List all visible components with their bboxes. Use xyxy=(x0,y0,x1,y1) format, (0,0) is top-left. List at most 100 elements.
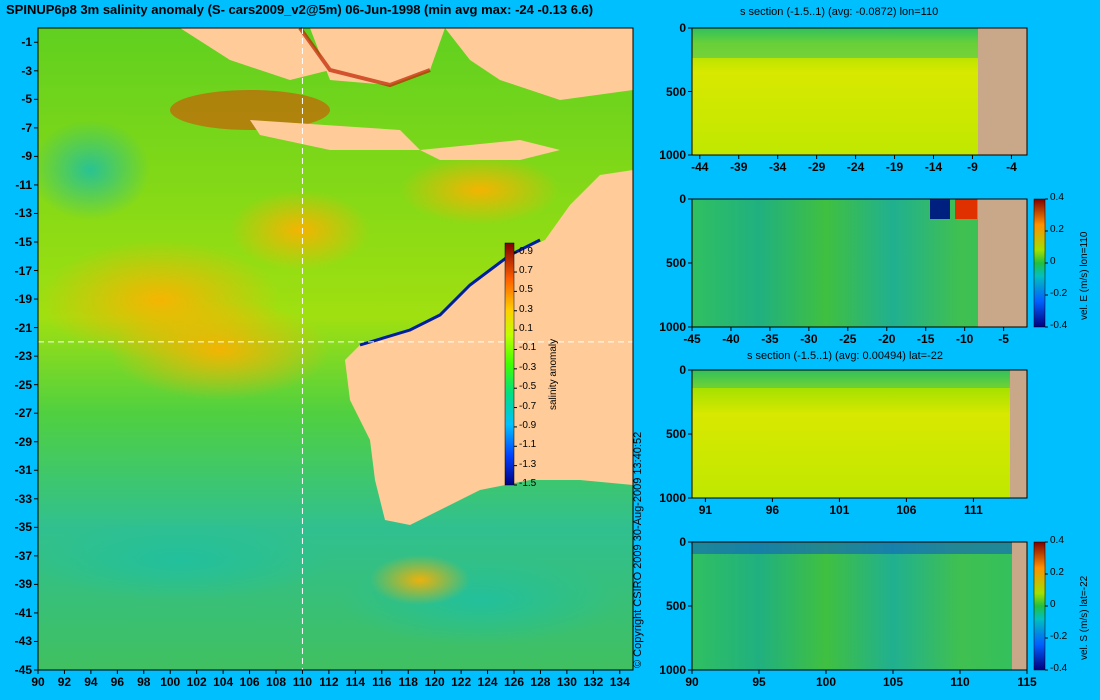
sec2-colorbar-tick-label: -0.4 xyxy=(1050,320,1068,331)
section1-surface-layer xyxy=(692,28,982,58)
map-x-tick-label: 118 xyxy=(398,675,418,689)
sec3-y-tick-label: 1000 xyxy=(659,491,686,505)
map-y-tick-label: -5 xyxy=(21,92,32,107)
map-colorbar-tick-label: -0.1 xyxy=(519,342,537,354)
map-colorbar-tick-label: -1.1 xyxy=(519,439,537,451)
map-x-tick-label: 98 xyxy=(137,675,151,689)
map-y-tick-label: -1 xyxy=(21,35,32,50)
tick-marks xyxy=(34,27,1048,674)
sec1-y-tick-label: 0 xyxy=(679,21,686,35)
map-x-tick-label: 100 xyxy=(160,675,181,689)
map-x-tick-label: 130 xyxy=(556,675,577,689)
map-colorbar-tick-label: 0.9 xyxy=(519,245,533,257)
section4-colorbar-label: vel. S (m/s) lat=-22 xyxy=(1079,575,1090,660)
section3-surface-layer xyxy=(692,370,1012,388)
sec4-colorbar-tick-label: -0.2 xyxy=(1050,631,1068,642)
map-colorbar-tick-label: -0.7 xyxy=(519,400,537,412)
warm-anomaly-region xyxy=(370,555,470,605)
sec1-x-tick-label: -14 xyxy=(924,160,943,174)
sec4-x-tick-label: 110 xyxy=(950,675,970,689)
sec2-x-tick-label: -25 xyxy=(839,332,857,346)
sec2-x-tick-label: -30 xyxy=(800,332,818,346)
map-x-tick-label: 90 xyxy=(31,675,45,689)
map-y-tick-label: -9 xyxy=(21,149,32,164)
map-y-tick-label: -15 xyxy=(14,235,32,249)
section2-field xyxy=(692,199,1027,327)
sec4-x-tick-label: 105 xyxy=(882,675,904,689)
map-colorbar xyxy=(504,242,515,486)
land-australia xyxy=(345,170,633,525)
map-y-tick-label: -13 xyxy=(14,206,32,221)
sec4-y-tick-label: 500 xyxy=(665,599,686,613)
sec4-colorbar-tick-label: -0.4 xyxy=(1050,663,1068,674)
map-y-tick-label: -11 xyxy=(15,177,32,192)
map-x-tick-label: 120 xyxy=(424,675,445,689)
sec3-x-tick-label: 96 xyxy=(765,503,780,517)
section2-panel xyxy=(691,198,1046,328)
sec1-y-tick-label: 500 xyxy=(665,84,686,99)
map-x-tick-label: 122 xyxy=(451,675,472,689)
land-java xyxy=(250,120,420,150)
map-x-tick-label: 110 xyxy=(292,675,313,689)
map-y-tick-label: -21 xyxy=(14,320,32,335)
map-y-tick-label: -45 xyxy=(14,663,32,677)
sec2-colorbar-tick-label: 0 xyxy=(1050,256,1056,267)
cool-anomaly-region xyxy=(30,520,330,600)
sec2-x-tick-label: -35 xyxy=(761,332,779,346)
cool-anomaly-region xyxy=(30,120,150,220)
map-x-tick-label: 104 xyxy=(213,675,234,689)
section1-panel xyxy=(691,27,1028,156)
section4-panel xyxy=(691,541,1046,671)
map-colorbar-tick-label: 0.1 xyxy=(519,323,533,335)
section2-westward-jet xyxy=(930,199,950,219)
map-colorbar-tick-label: -0.5 xyxy=(519,381,537,393)
sec1-y-tick-label: 1000 xyxy=(659,148,686,162)
sec1-x-tick-label: -24 xyxy=(846,160,865,174)
map-x-tick-label: 94 xyxy=(84,675,98,689)
sec2-x-tick-label: -5 xyxy=(998,332,1009,346)
sec2-x-tick-label: -10 xyxy=(956,332,974,346)
section1-title: s section (-1.5..1) (avg: -0.0872) lon=1… xyxy=(740,6,939,18)
map-colorbar-tick-label: -1.3 xyxy=(519,458,537,470)
map-colorbar-tick-label: 0.3 xyxy=(519,303,533,315)
map-y-tick-label: -25 xyxy=(14,377,32,392)
section3-title: s section (-1.5..1) (avg: 0.00494) lat=-… xyxy=(747,350,943,362)
sec2-y-tick-label: 500 xyxy=(665,256,686,270)
section2-land xyxy=(978,199,1027,327)
section1-land xyxy=(978,28,1027,155)
sec1-x-tick-label: -39 xyxy=(730,160,748,174)
map-x-tick-label: 124 xyxy=(477,675,498,689)
map-x-tick-label: 106 xyxy=(239,675,260,689)
map-y-tick-label: -31 xyxy=(14,463,32,478)
sec3-x-tick-label: 106 xyxy=(896,503,917,517)
sec4-y-tick-label: 1000 xyxy=(659,663,686,677)
map-y-tick-label: -27 xyxy=(14,406,32,421)
sec1-x-tick-label: -29 xyxy=(807,160,826,174)
map-y-tick-label: -3 xyxy=(21,63,32,78)
map-x-tick-label: 112 xyxy=(319,675,339,689)
sec4-y-tick-label: 0 xyxy=(679,535,686,549)
sec4-x-tick-label: 100 xyxy=(815,675,837,689)
sec4-colorbar-tick-label: 0 xyxy=(1050,599,1056,610)
sec2-x-tick-label: -40 xyxy=(722,332,740,346)
sec1-x-tick-label: -44 xyxy=(691,160,709,174)
sec2-y-tick-label: 0 xyxy=(679,192,686,206)
land-sulawesi xyxy=(445,28,633,100)
map-x-tick-label: 92 xyxy=(57,675,72,689)
map-colorbar-tick-label: -0.3 xyxy=(519,361,537,373)
warm-anomaly-region xyxy=(230,190,370,270)
map-y-tick-label: -19 xyxy=(14,292,32,307)
copyright-note: © Copyright CSIRO 2009 30-Aug-2009 13:40… xyxy=(632,431,644,668)
map-y-tick-label: -37 xyxy=(14,548,32,563)
map-colorbar-tick-label: 0.7 xyxy=(519,265,533,277)
section3-land xyxy=(1010,370,1027,498)
map-y-tick-label: -23 xyxy=(14,349,32,364)
sec2-x-tick-label: -45 xyxy=(683,332,701,346)
section3-panel xyxy=(691,369,1028,499)
section4-surface-flow xyxy=(692,542,1012,554)
sec1-x-tick-label: -9 xyxy=(967,160,978,174)
land-borneo xyxy=(310,28,445,85)
coastal-high-salinity xyxy=(298,26,431,88)
